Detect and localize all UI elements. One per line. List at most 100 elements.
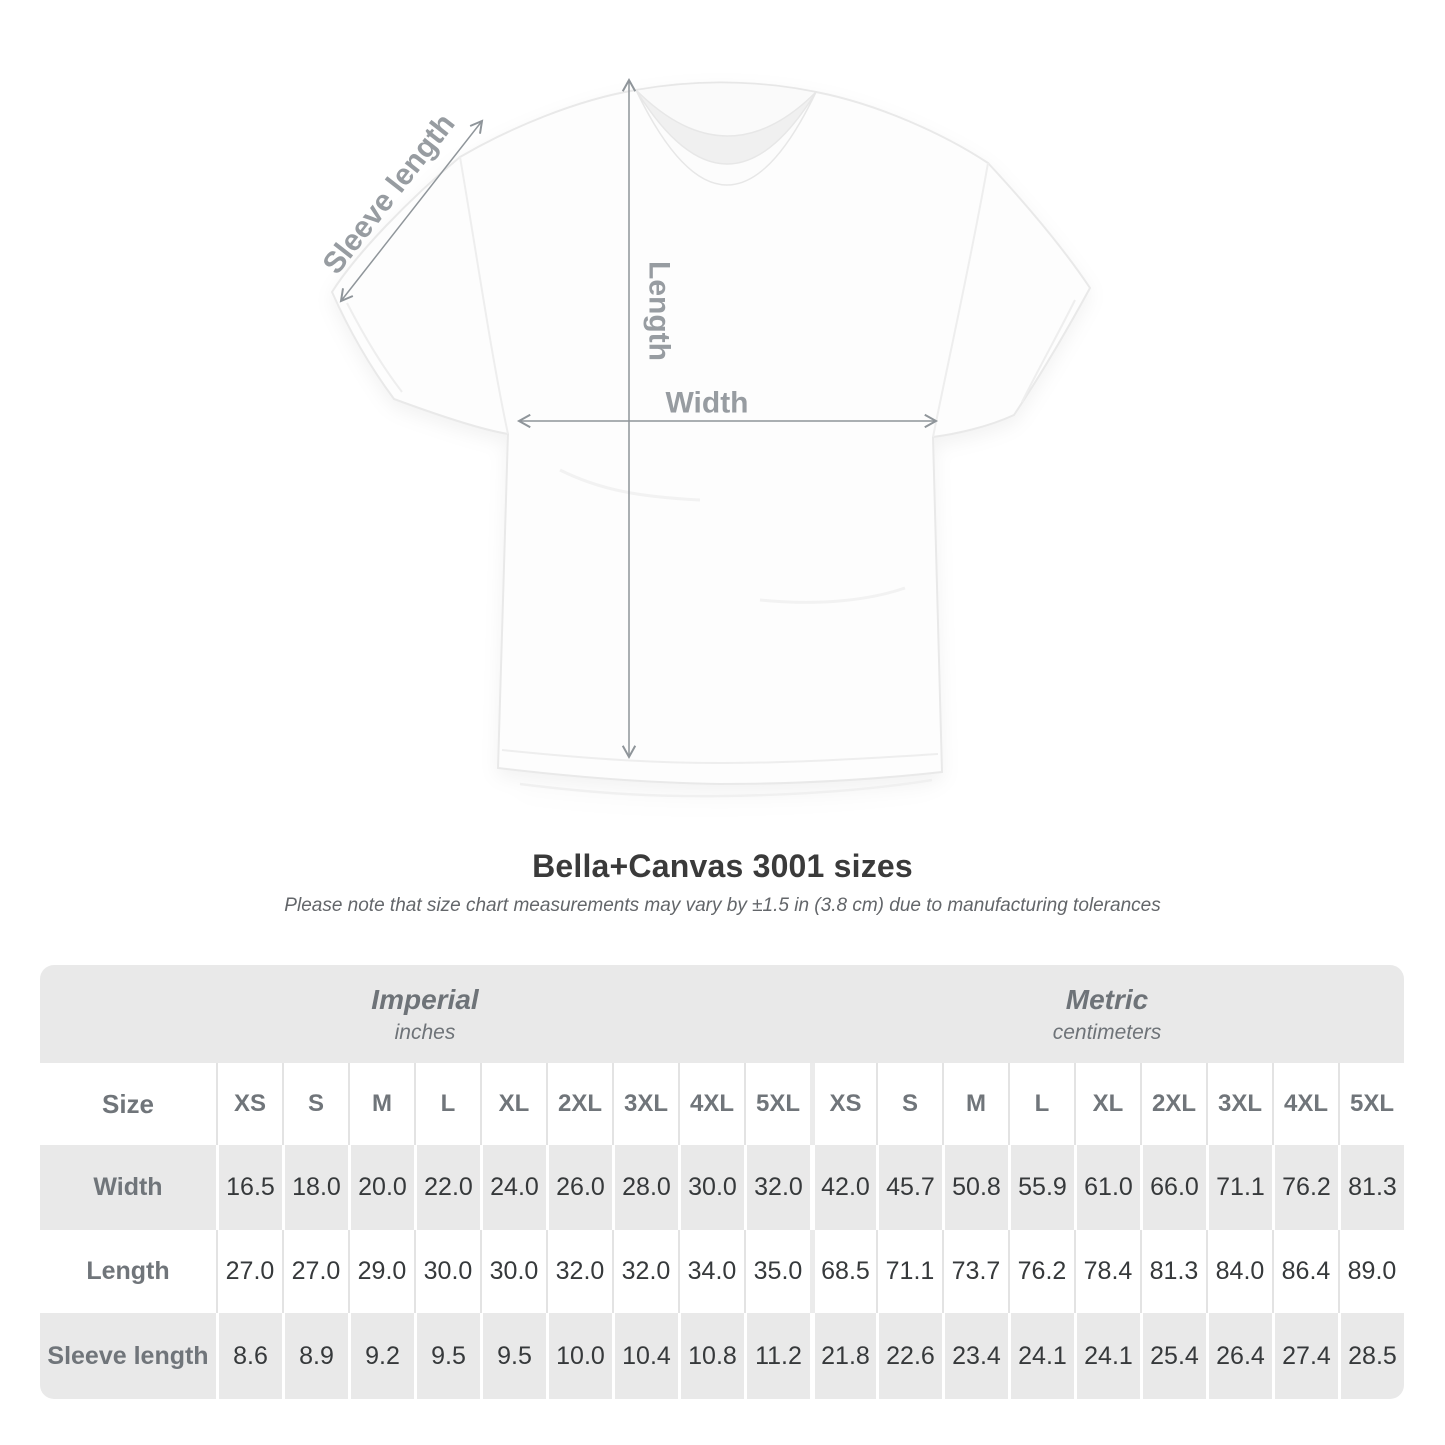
size-col-header-metric: 3XL <box>1206 1063 1272 1145</box>
measurement-cell-metric: 24.1 <box>1074 1313 1140 1399</box>
measurement-cell-metric: 28.5 <box>1338 1313 1404 1399</box>
measurement-cell-metric: 84.0 <box>1206 1230 1272 1313</box>
size-table: Imperial inches Metric centimeters Size X… <box>40 965 1404 1399</box>
measurement-cell-metric: 50.8 <box>942 1145 1008 1230</box>
size-col-header-metric: S <box>876 1063 942 1145</box>
measurement-cell-metric: 73.7 <box>942 1230 1008 1313</box>
size-col-header-metric: XL <box>1074 1063 1140 1145</box>
measurement-cell-imperial: 18.0 <box>282 1145 348 1230</box>
measurement-cell-imperial: 8.6 <box>216 1313 282 1399</box>
measurement-cell-metric: 71.1 <box>876 1230 942 1313</box>
measurement-cell-imperial: 35.0 <box>744 1230 810 1313</box>
hem-shadow <box>519 778 933 798</box>
measurement-cell-metric: 76.2 <box>1272 1145 1338 1230</box>
measurement-cell-imperial: 20.0 <box>348 1145 414 1230</box>
measurement-cell-metric: 78.4 <box>1074 1230 1140 1313</box>
measurement-cell-metric: 86.4 <box>1272 1230 1338 1313</box>
measurement-cell-imperial: 29.0 <box>348 1230 414 1313</box>
measurement-cell-imperial: 11.2 <box>744 1313 810 1399</box>
measurement-cell-imperial: 8.9 <box>282 1313 348 1399</box>
measurement-cell-metric: 81.3 <box>1140 1230 1206 1313</box>
measurement-cell-imperial: 34.0 <box>678 1230 744 1313</box>
size-col-header-metric: 2XL <box>1140 1063 1206 1145</box>
size-col-header-metric: M <box>942 1063 1008 1145</box>
measurement-cell-metric: 66.0 <box>1140 1145 1206 1230</box>
measurement-cell-metric: 23.4 <box>942 1313 1008 1399</box>
fabric-wrinkle <box>759 586 906 604</box>
size-col-header-imperial: 5XL <box>744 1063 810 1145</box>
imperial-section-title: Imperial <box>371 983 479 1015</box>
measurement-cell-imperial: 10.0 <box>546 1313 612 1399</box>
measurement-cell-imperial: 27.0 <box>216 1230 282 1313</box>
right-sleeve-seam <box>932 162 989 438</box>
imperial-section-unit: inches <box>394 1020 456 1044</box>
size-corner-header: Size <box>40 1063 216 1145</box>
measurement-cell-metric: 27.4 <box>1272 1313 1338 1399</box>
size-col-header-metric: 4XL <box>1272 1063 1338 1145</box>
measurement-cell-imperial: 30.0 <box>678 1145 744 1230</box>
measurement-cell-imperial: 30.0 <box>480 1230 546 1313</box>
row-label: Length <box>40 1230 216 1313</box>
measurement-cell-metric: 61.0 <box>1074 1145 1140 1230</box>
measurement-cell-imperial: 32.0 <box>744 1145 810 1230</box>
page-title: Bella+Canvas 3001 sizes <box>532 848 913 884</box>
size-table-grid: Size XS S M L XL 2XL 3XL 4XL 5XL XS S M L XL 2XL 3XL 4XL 5… <box>40 1063 1404 1399</box>
collar-rib-band <box>635 89 817 186</box>
measurement-cell-metric: 22.6 <box>876 1313 942 1399</box>
sleeve-length-arrow <box>339 119 484 303</box>
measurement-cell-metric: 89.0 <box>1338 1230 1404 1313</box>
size-col-header-imperial: XL <box>480 1063 546 1145</box>
tshirt-graphic <box>330 81 1092 798</box>
measurement-cell-imperial: 32.0 <box>546 1230 612 1313</box>
row-label: Width <box>40 1145 216 1230</box>
measurement-cell-imperial: 10.4 <box>612 1313 678 1399</box>
width-label: Width <box>665 387 748 420</box>
bottom-hem-seam <box>501 749 939 765</box>
size-col-header-imperial: M <box>348 1063 414 1145</box>
tolerance-note: Please note that size chart measurements… <box>284 895 1161 916</box>
right-cuff-hem <box>1021 299 1076 403</box>
size-col-header-imperial: 3XL <box>612 1063 678 1145</box>
measurement-cell-imperial: 16.5 <box>216 1145 282 1230</box>
unit-section-headers: Imperial inches Metric centimeters <box>40 965 1404 1063</box>
measurement-cell-imperial: 27.0 <box>282 1230 348 1313</box>
measurement-cell-metric: 55.9 <box>1008 1145 1074 1230</box>
measurement-cell-imperial: 28.0 <box>612 1145 678 1230</box>
measurement-cell-metric: 24.1 <box>1008 1313 1074 1399</box>
measurement-cell-imperial: 24.0 <box>480 1145 546 1230</box>
size-col-header-imperial: 2XL <box>546 1063 612 1145</box>
size-col-header-imperial: S <box>282 1063 348 1145</box>
imperial-section-header: Imperial inches <box>40 965 810 1063</box>
size-col-header-metric: L <box>1008 1063 1074 1145</box>
measurement-cell-imperial: 32.0 <box>612 1230 678 1313</box>
tshirt-silhouette <box>330 81 1092 786</box>
measurement-cell-metric: 26.4 <box>1206 1313 1272 1399</box>
length-label: Length <box>643 261 676 361</box>
metric-section-header: Metric centimeters <box>810 965 1404 1063</box>
measurement-cell-metric: 76.2 <box>1008 1230 1074 1313</box>
size-col-header-imperial: XS <box>216 1063 282 1145</box>
size-col-header-imperial: 4XL <box>678 1063 744 1145</box>
measurement-cell-metric: 71.1 <box>1206 1145 1272 1230</box>
measurement-cell-metric: 21.8 <box>810 1313 876 1399</box>
size-col-header-metric: XS <box>810 1063 876 1145</box>
tshirt-measurement-diagram: Sleeve length Length Width <box>316 77 1092 798</box>
measurement-cell-metric: 68.5 <box>810 1230 876 1313</box>
measurement-cell-imperial: 26.0 <box>546 1145 612 1230</box>
row-label: Sleeve length <box>40 1313 216 1399</box>
measurement-cell-imperial: 9.2 <box>348 1313 414 1399</box>
metric-section-title: Metric <box>1065 983 1149 1015</box>
measurement-cell-imperial: 10.8 <box>678 1313 744 1399</box>
measurement-cell-imperial: 30.0 <box>414 1230 480 1313</box>
size-col-header-metric: 5XL <box>1338 1063 1404 1145</box>
measurement-cell-imperial: 9.5 <box>414 1313 480 1399</box>
measurement-cell-metric: 81.3 <box>1338 1145 1404 1230</box>
left-cuff-hem <box>346 302 403 393</box>
measurement-cell-imperial: 22.0 <box>414 1145 480 1230</box>
measurement-cell-metric: 42.0 <box>810 1145 876 1230</box>
metric-section-unit: centimeters <box>1052 1020 1162 1044</box>
measurement-cell-metric: 45.7 <box>876 1145 942 1230</box>
size-col-header-imperial: L <box>414 1063 480 1145</box>
measurement-cell-metric: 25.4 <box>1140 1313 1206 1399</box>
measurement-cell-imperial: 9.5 <box>480 1313 546 1399</box>
